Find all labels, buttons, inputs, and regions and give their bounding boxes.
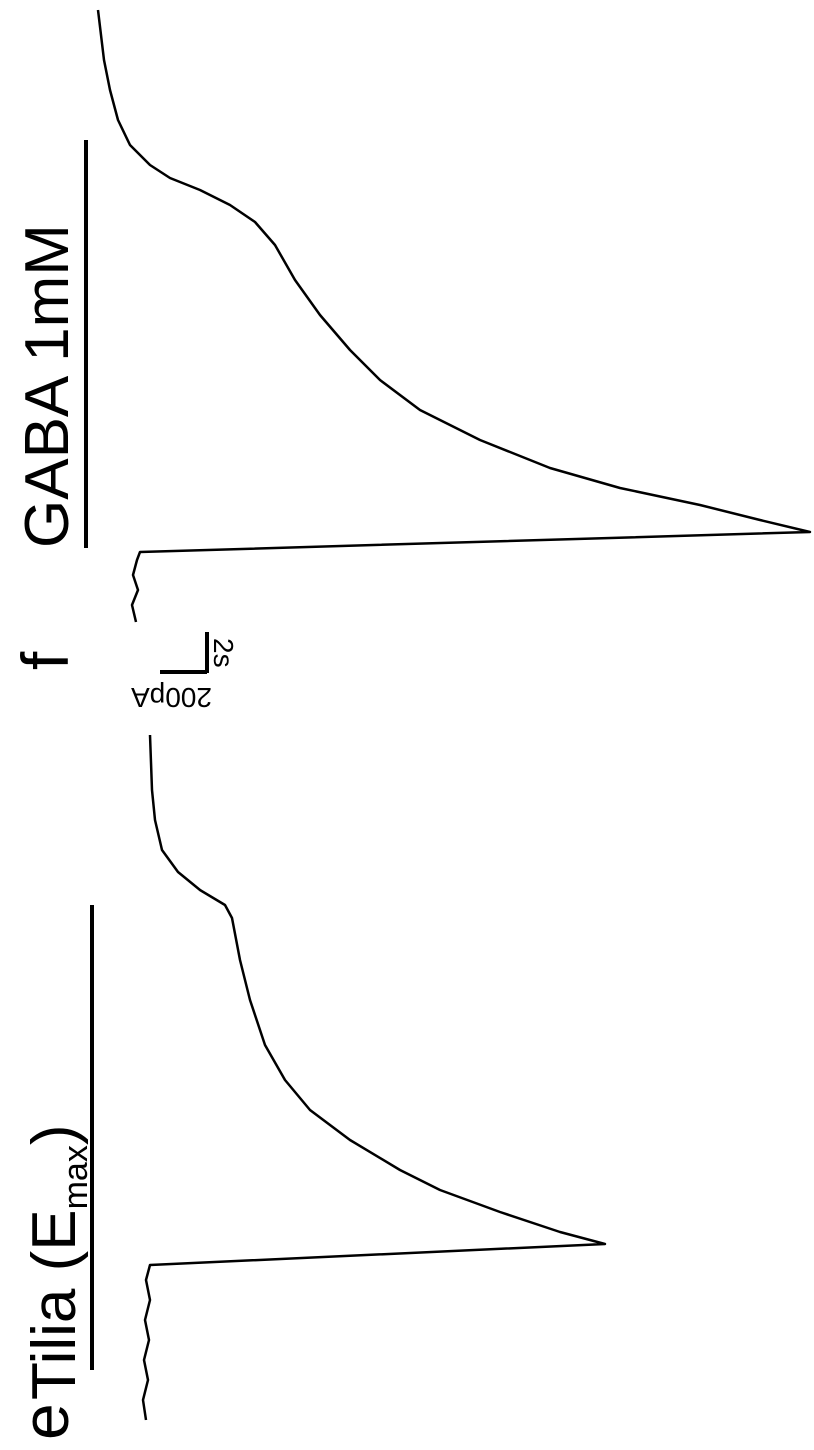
treatment-subscript: max — [57, 1145, 95, 1209]
scale-label-current: 200pA — [131, 682, 212, 713]
treatment-label: GABA 1mM — [13, 224, 82, 548]
scale-label-time: 2s — [208, 638, 239, 668]
treatment-close: ) — [20, 1125, 89, 1146]
treatment-text: Tilia (E — [20, 1209, 89, 1400]
panel-label: f — [8, 651, 82, 670]
panel-label: e — [8, 1403, 82, 1440]
current-trace — [141, 734, 607, 1421]
treatment-label: Tilia (Emax) — [20, 1125, 95, 1401]
current-trace — [96, 9, 812, 623]
